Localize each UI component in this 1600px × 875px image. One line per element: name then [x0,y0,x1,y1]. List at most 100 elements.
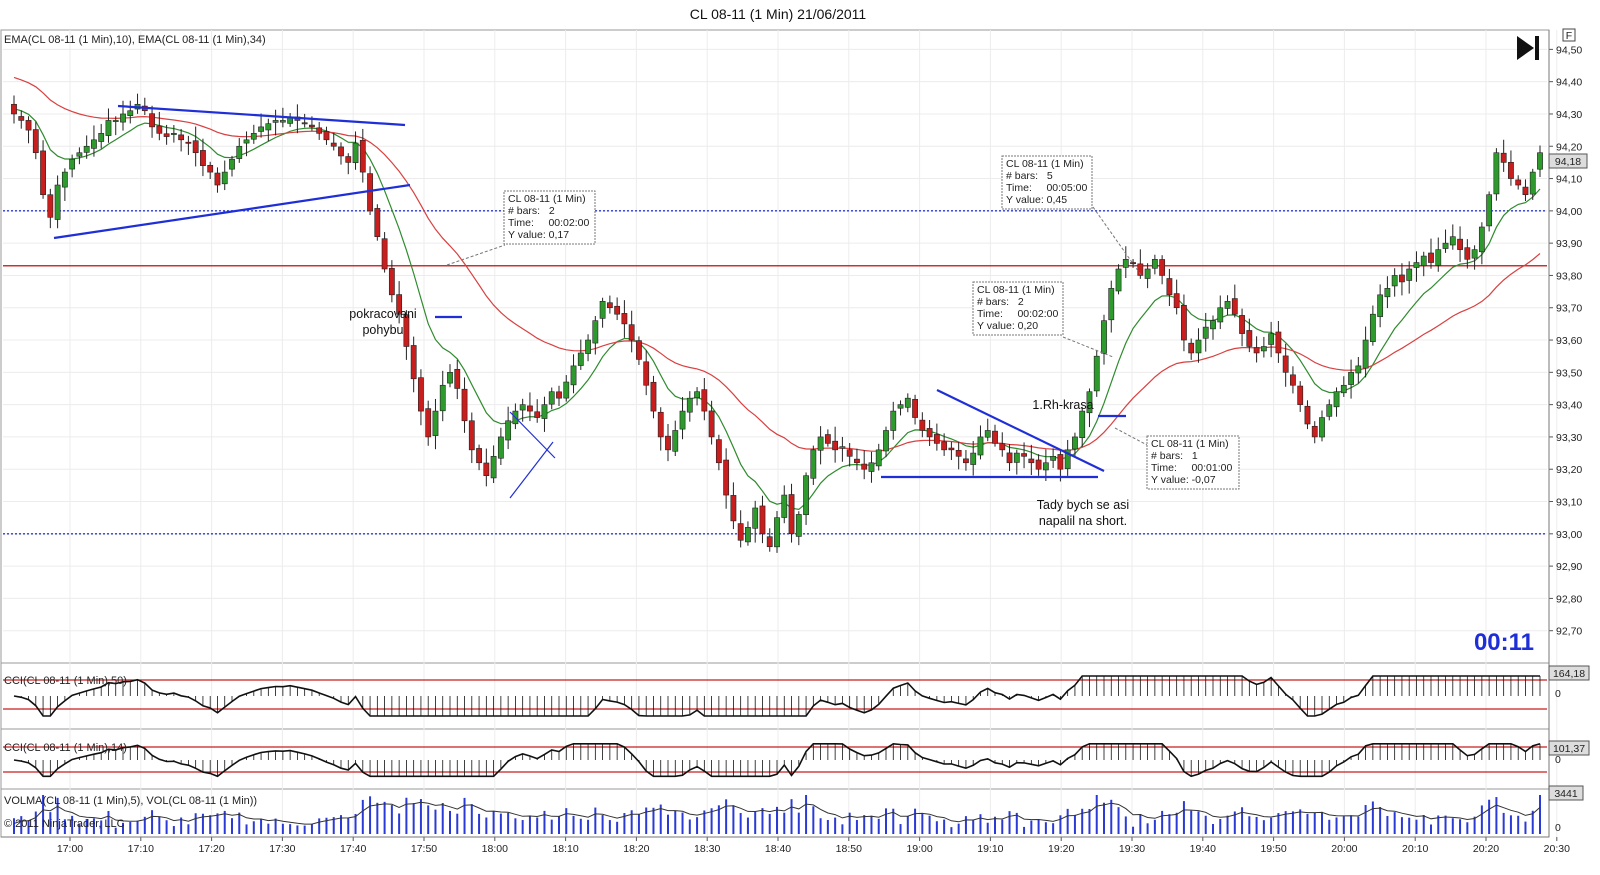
candle-body [1093,355,1100,392]
x-tick-label: 20:10 [1402,843,1428,855]
x-tick-label: 17:00 [57,843,83,855]
candle-body [1529,171,1536,195]
candle-body [563,381,570,399]
f-button[interactable]: F [1562,28,1576,42]
cci14-label: CCI(CL 08-11 (1 Min),14) [4,742,127,754]
candle-body [723,459,730,496]
y-tick-label: 93,50 [1556,367,1582,379]
candle-body [795,514,802,537]
candle-body [541,404,548,419]
x-tick-label: 18:50 [836,843,862,855]
x-tick-label: 17:30 [269,843,295,855]
candle-body [1406,268,1413,281]
candle-body [323,131,330,141]
candle-body [1362,339,1369,369]
candle-body [69,158,76,170]
candle-body [846,449,853,457]
candle-body [439,384,446,412]
candle-body [149,113,155,128]
y-tick-label: 93,60 [1556,335,1582,347]
candle-body [447,372,453,384]
candle-body [861,463,868,470]
cci50-zero-label: 0 [1555,688,1561,700]
candle-body [868,462,875,472]
measure-box-2[interactable]: CL 08-11 (1 Min) # bars: 5 Time: 00:05:0… [1001,155,1093,210]
candle-body [527,405,533,412]
measure-box-4-line-1: CL 08-11 (1 Min) [1151,438,1229,450]
candle-body [1195,339,1202,354]
candle-body [1006,452,1013,464]
candle-body [1115,268,1122,292]
y-tick-label: 93,10 [1556,497,1582,509]
candle-body [1188,342,1195,354]
candle-body [788,494,795,535]
candle-body [592,320,599,344]
candle-body [643,361,650,386]
candle-body [941,441,948,451]
candle-body [1486,194,1493,227]
triangle-upper-line[interactable] [117,104,406,127]
small-wedge-line-1[interactable] [509,441,554,499]
y-tick-label: 92,70 [1556,626,1582,638]
candle-body [1391,275,1398,287]
candle-body [47,194,54,218]
descending-line[interactable] [936,389,1105,472]
measure-box-3[interactable]: CL 08-11 (1 Min) # bars: 2 Time: 00:02:0… [972,281,1064,336]
candle-body [214,172,221,186]
x-tick-label: 19:50 [1260,843,1286,855]
candle-body [752,507,759,529]
candle-body [1377,294,1384,317]
annotation-pohybu: pohybu [362,323,403,337]
x-tick-label: 19:00 [906,843,932,855]
x-tick-label: 19:30 [1119,843,1145,855]
candle-body [1122,259,1129,268]
x-tick-label: 18:30 [694,843,720,855]
candle-body [679,410,686,430]
candle-body [396,294,403,315]
volume-value-badge: 3441 [1548,785,1584,801]
candle-body [1101,320,1107,354]
candle-body [1144,268,1151,279]
measure-box-4-line-4: Y value: -0,07 [1151,474,1216,486]
candle-body [628,324,635,341]
candle-body [61,171,68,188]
candle-body [1515,179,1522,186]
triangle-lower-line[interactable] [53,183,411,240]
candle-body [330,142,337,147]
annotation-rh-krasa: 1.Rh-krasa [1032,398,1093,412]
candle-body [359,139,366,173]
candle-body [83,145,90,153]
candle-body [1173,293,1180,309]
candle-body [236,145,243,159]
candle-body [1522,186,1529,196]
candle-body [766,536,773,548]
candle-body [243,139,250,144]
measure-box-1[interactable]: CL 08-11 (1 Min) # bars: 2 Time: 00:02:0… [503,190,596,245]
y-tick-label: 94,20 [1556,141,1582,153]
x-tick-label: 19:20 [1048,843,1074,855]
x-tick-label: 18:40 [765,843,791,855]
candle-body [955,449,962,457]
measure-lines [446,206,1148,446]
chart-title: CL 08-11 (1 Min) 21/06/2011 [690,6,867,22]
candle-body [1013,452,1020,463]
volume-zero-label: 0 [1555,822,1561,834]
x-tick-label: 17:20 [198,843,224,855]
measure-box-1-line-3: Time: 00:02:00 [508,217,589,229]
candle-body [345,156,352,163]
candle-body [1297,385,1304,405]
candle-body [832,440,839,451]
skip-to-end-icon[interactable] [1517,36,1539,60]
candle-body [1050,456,1057,461]
ema-indicator-label: EMA(CL 08-11 (1 Min),10), EMA(CL 08-11 (… [4,34,266,46]
small-wedge-line-2[interactable] [509,411,556,459]
measure-box-3-line-2: # bars: 2 [977,296,1024,308]
candle-body [505,420,512,441]
candle-body [1210,320,1216,330]
cci14-line [13,742,1541,778]
measure-box-4[interactable]: CL 08-11 (1 Min) # bars: 1 Time: 00:01:0… [1146,435,1240,490]
candle-body [912,398,918,418]
candle-body [708,410,715,438]
volume-label: VOLMA(CL 08-11 (1 Min),5), VOL(CL 08-11 … [4,795,257,807]
